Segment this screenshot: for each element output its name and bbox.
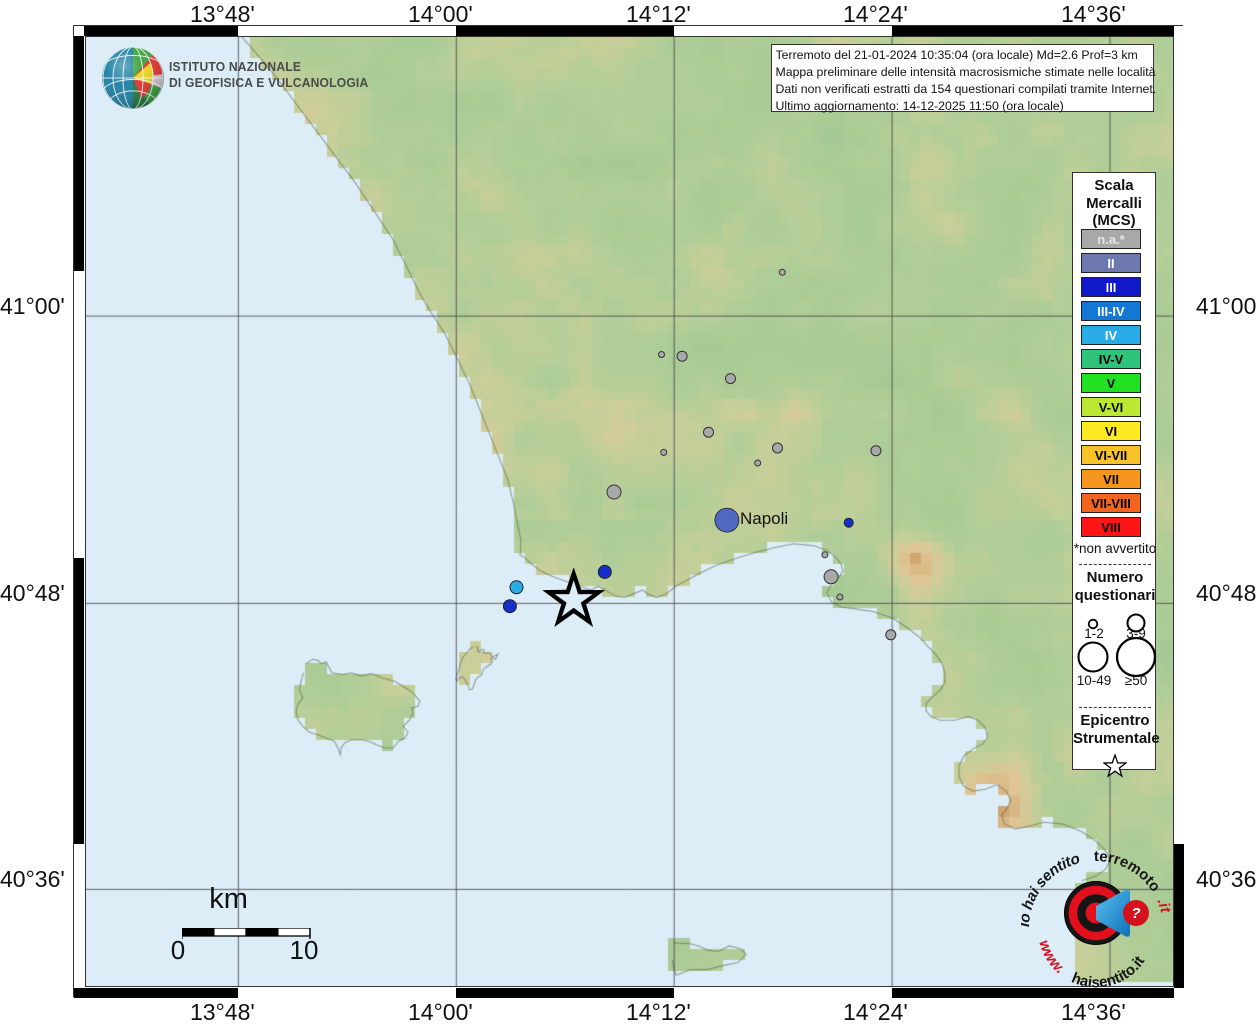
- svg-text:haisentito.it: haisentito.it: [1069, 953, 1148, 988]
- svg-text:.it: .it: [1154, 896, 1171, 916]
- svg-text:www.: www.: [1035, 938, 1068, 977]
- svg-text:?: ?: [1131, 905, 1140, 922]
